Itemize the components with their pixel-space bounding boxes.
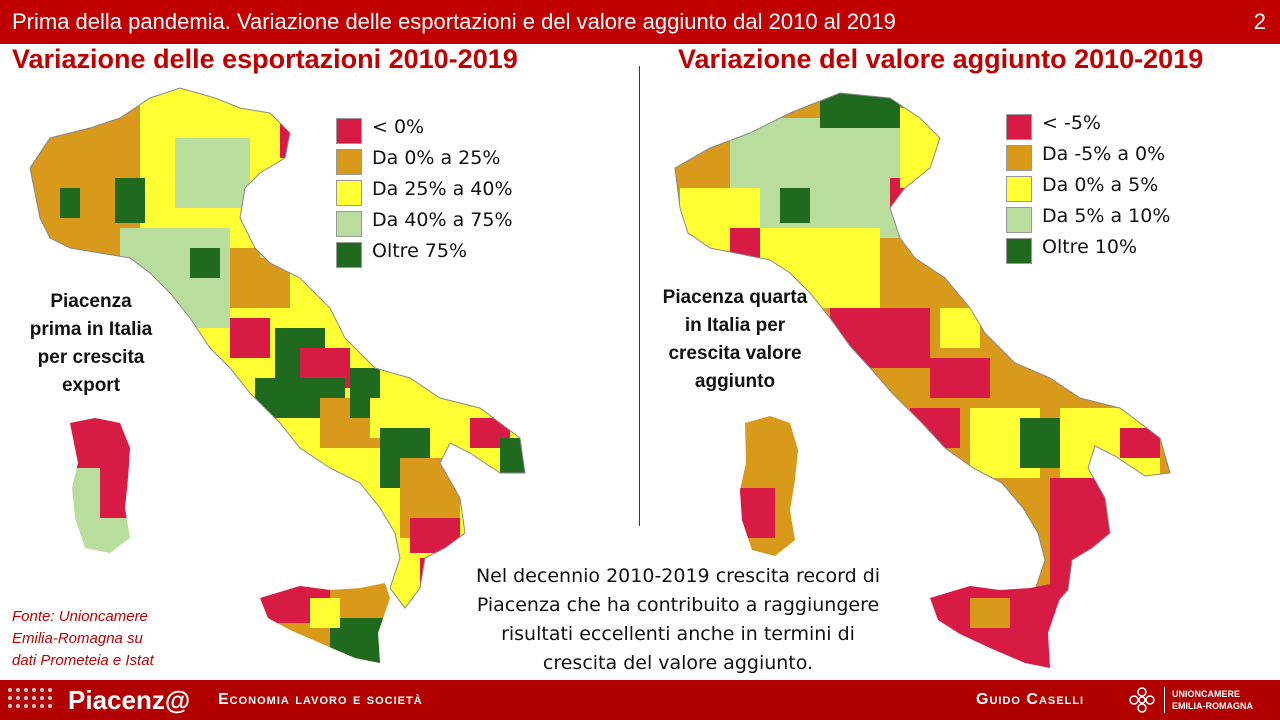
legend-swatch [1006,145,1032,171]
legend-swatch [1006,176,1032,202]
summary-line: Piacenza che ha contribuito a raggiunger… [476,594,880,616]
note-line: per crescita [37,347,145,368]
left-map-title: Variazione delle esportazioni 2010-2019 [12,44,518,74]
page-number: 2 [1253,9,1266,34]
brand-name: Piacenz@ [68,685,191,715]
legend-label: Da -5% a 0% [1042,143,1166,165]
summary-note: Nel decennio 2010-2019 crescita record d… [458,562,898,678]
title-bar: Prima della pandemia. Variazione delle e… [0,0,1280,44]
note-line: Piacenza [50,291,132,312]
summary-line: Nel decennio 2010-2019 crescita record d… [475,565,881,587]
author-name: Guido Caselli [976,691,1085,708]
exports-map [29,87,526,663]
exports-sicily [260,583,390,663]
legend-label: Da 40% a 75% [372,209,513,231]
legend-label: Oltre 75% [372,240,468,262]
legend-swatch [1006,207,1032,233]
legend-label: Da 0% a 25% [372,147,501,169]
org-line: UNIONCAMERE [1172,689,1241,699]
note-line: prima in Italia [29,319,153,340]
value-added-map [674,92,1171,668]
value-added-note: Piacenza quarta in Italia per crescita v… [646,284,824,396]
org-line: EMILIA-ROMAGNA [1172,701,1253,711]
legend-swatch [336,149,362,175]
org-name: UNIONCAMERE EMILIA-ROMAGNA [1172,688,1253,712]
note-line: Piacenza quarta [662,287,808,308]
source-line: dati Prometeia e Istat [12,652,154,669]
legend-label: Da 25% a 40% [372,178,513,200]
exports-note: Piacenza prima in Italia per crescita ex… [6,288,176,400]
source-line: Emilia-Romagna su [12,630,143,647]
note-line: in Italia per [684,315,786,336]
value-added-sardinia [740,416,798,556]
legend-swatch [1006,114,1032,140]
unioncamere-logo-icon [1129,687,1155,713]
legend-label: < 0% [372,116,425,138]
org-separator [1164,687,1165,713]
exports-sardinia [70,418,130,553]
dots-logo-icon [8,688,52,708]
panel-divider [639,66,640,526]
slide-title: Prima della pandemia. Variazione delle e… [12,9,896,34]
legend-swatch [336,211,362,237]
legend-label: < -5% [1042,112,1101,134]
legend-label: Da 5% a 10% [1042,205,1171,227]
summary-line: risultati eccellenti anche in termini di [501,623,855,645]
note-line: crescita valore [668,343,802,364]
right-map-title: Variazione del valore aggiunto 2010-2019 [678,44,1204,74]
legend-swatch [336,242,362,268]
note-line: aggiunto [694,371,776,392]
summary-line: crescita del valore aggiunto. [542,652,814,674]
value-added-sicily [930,583,1060,668]
legend-swatch [336,118,362,144]
legend-swatch [1006,238,1032,264]
legend-label: Da 0% a 5% [1042,174,1159,196]
source-note: Fonte: Unioncamere Emilia-Romagna su dat… [12,606,192,672]
footer-bar: Piacenz@ Economia lavoro e società Guido… [0,680,1280,720]
legend-swatch [336,180,362,206]
source-line: Fonte: Unioncamere [12,608,148,625]
legend-label: Oltre 10% [1042,236,1138,258]
note-line: export [61,375,121,396]
brand-subtitle: Economia lavoro e società [218,691,423,708]
